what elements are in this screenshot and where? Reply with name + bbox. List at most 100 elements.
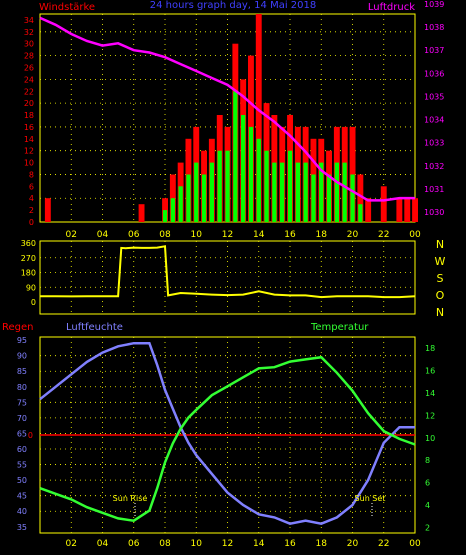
- gust-bar: [357, 174, 364, 222]
- humidity-tick-label: 40: [17, 507, 27, 516]
- temperature-tick-label: 18: [425, 344, 435, 353]
- wind-speed-label: Windstärke: [39, 2, 95, 13]
- pressure-tick-label: 1035: [424, 92, 444, 101]
- humidity-tick-label: 55: [17, 461, 27, 470]
- wind-pressure-panel: Windstärke 24 hours graph day, 14 Mai 20…: [24, 0, 445, 240]
- hour-tick-label: 14: [253, 539, 265, 549]
- average-wind-bar: [162, 210, 168, 222]
- average-wind-bar: [186, 174, 191, 222]
- hour-tick-label: 20: [347, 539, 359, 549]
- humidity-line: [39, 341, 415, 525]
- gust-bar: [380, 186, 387, 222]
- compass-letter: N: [436, 238, 444, 251]
- humidity-tick-label: 65: [17, 429, 27, 438]
- pressure-axis-ticks: 1030 1031 1032 1033 1034 1035 1036 1037 1038 1039: [424, 0, 444, 217]
- humidity-tick-label: 35: [17, 523, 27, 532]
- gust-bar: [255, 14, 262, 222]
- compass-letter: S: [437, 272, 444, 285]
- direction-tick-label: 90: [26, 283, 36, 292]
- wind-tick-label: 24: [24, 75, 34, 84]
- wind-tick-label: 30: [24, 40, 34, 49]
- average-wind-bar: [326, 174, 332, 222]
- hour-tick-label: 08: [159, 539, 171, 549]
- hour-tick-label: 12: [222, 230, 233, 240]
- pressure-tick-label: 1030: [424, 208, 444, 217]
- wind-tick-label: 32: [24, 28, 34, 37]
- humidity-tick-label: 90: [17, 352, 27, 361]
- humidity-tick-label: 95: [17, 336, 27, 345]
- hour-tick-label: 06: [128, 539, 140, 549]
- average-wind-bar: [170, 198, 175, 222]
- hour-tick-label: 08: [159, 230, 171, 240]
- average-wind-bar: [350, 174, 355, 222]
- average-wind-bar: [241, 115, 246, 222]
- hour-tick-label: 00: [409, 539, 421, 549]
- humidity-axis-ticks: 35 40 45 50 55 60 65 70 75 80 85 90 95: [17, 336, 27, 532]
- wind-tick-label: 16: [24, 123, 34, 132]
- wind-tick-label: 22: [24, 87, 34, 96]
- humidity-tick-label: 80: [17, 383, 27, 392]
- temperature-tick-label: 12: [425, 411, 435, 420]
- temperature-tick-label: 6: [425, 479, 430, 488]
- gust-bar: [412, 198, 418, 222]
- wind-bars: [44, 14, 418, 223]
- humidity-tick-label: 70: [17, 414, 27, 423]
- temperature-tick-label: 2: [425, 523, 430, 532]
- wind-tick-label: 10: [24, 159, 34, 168]
- temperature-tick-label: 14: [425, 389, 435, 398]
- pressure-line: [39, 16, 415, 202]
- wind-tick-label: 12: [24, 147, 34, 156]
- hour-tick-label: 02: [66, 539, 77, 549]
- average-wind-bar: [287, 150, 293, 222]
- temperature-tick-label: 10: [425, 434, 435, 443]
- temperature-tick-label: 16: [425, 367, 435, 376]
- average-wind-bar: [295, 162, 300, 222]
- hour-tick-label: 16: [284, 230, 296, 240]
- pressure-label: Luftdruck: [368, 2, 415, 13]
- average-wind-bar: [256, 138, 261, 222]
- wind-tick-label: 0: [29, 218, 34, 227]
- pressure-tick-label: 1032: [424, 162, 444, 171]
- wind-tick-label: 14: [24, 135, 34, 144]
- hour-tick-label: 06: [128, 230, 140, 240]
- hour-tick-label: 10: [191, 230, 203, 240]
- humidity-label: Luftfeuchte: [66, 322, 123, 333]
- average-wind-bar: [194, 162, 199, 222]
- wind-tick-label: 4: [29, 194, 34, 203]
- gust-bar: [349, 126, 356, 222]
- average-wind-bar: [209, 162, 214, 222]
- average-wind-bar: [342, 162, 347, 222]
- humidity-tick-label: 45: [17, 492, 27, 501]
- hour-tick-label: 22: [378, 539, 389, 549]
- average-wind-bar: [178, 186, 183, 222]
- average-wind-bar: [217, 150, 222, 222]
- gust-bar: [44, 198, 51, 222]
- sunrise-label: Sun Rise: [113, 494, 148, 503]
- hour-tick-label: 16: [284, 539, 296, 549]
- hour-tick-label: 10: [191, 539, 203, 549]
- compass-letter: W: [435, 255, 446, 268]
- wind-tick-label: 8: [29, 170, 34, 179]
- average-wind-bar: [201, 174, 207, 222]
- average-wind-bar: [225, 150, 230, 222]
- compass-letter: O: [436, 289, 445, 302]
- humidity-tick-label: 60: [17, 445, 27, 454]
- hour-tick-label: 04: [97, 539, 109, 549]
- pressure-tick-label: 1033: [424, 139, 444, 148]
- compass-letter: N: [436, 306, 444, 319]
- humidity-tick-label: 85: [17, 367, 27, 376]
- rain-tick: 0: [28, 431, 33, 440]
- pressure-tick-label: 1034: [424, 116, 444, 125]
- temperature-tick-label: 4: [425, 501, 430, 510]
- hour-tick-label: 18: [316, 230, 328, 240]
- temperature-line: [39, 355, 416, 523]
- wind-direction-grid: [40, 241, 415, 314]
- hour-axis-ticks-3: 02 04 06 08 10 12 14 16 18 20 22 00: [66, 539, 421, 549]
- hour-tick-label: 00: [409, 230, 421, 240]
- gust-bar: [138, 204, 145, 222]
- hour-tick-label: 20: [347, 230, 359, 240]
- wind-direction-line: [40, 245, 416, 299]
